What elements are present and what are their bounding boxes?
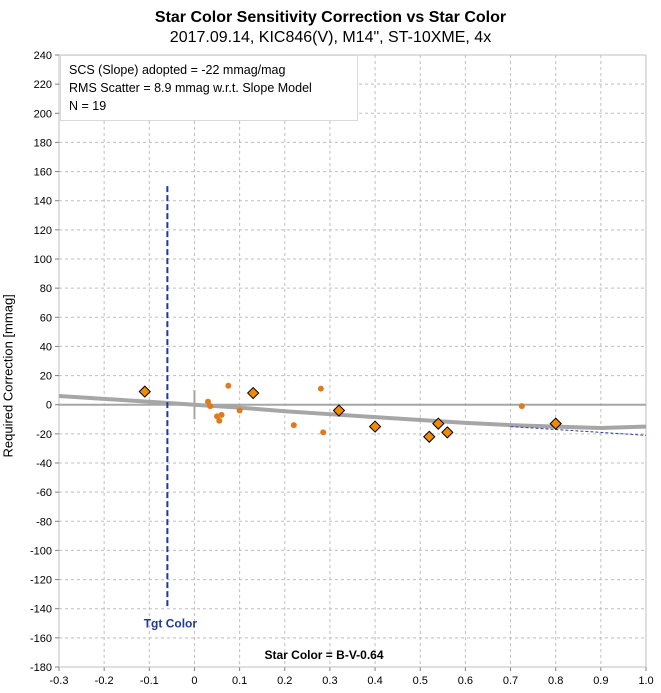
data-point-diamond <box>432 417 445 430</box>
x-tick-label: 0.5 <box>413 675 428 687</box>
x-tick-label: 1.0 <box>638 675 653 687</box>
y-tick-label: 200 <box>34 108 52 120</box>
data-point-dot <box>207 403 214 410</box>
y-tick-label: -180 <box>30 662 52 674</box>
data-point-dot <box>518 403 525 410</box>
x-tick-label: 0.3 <box>322 675 337 687</box>
data-point-diamond <box>332 404 346 417</box>
y-tick-label: -160 <box>30 633 52 645</box>
x-tick-label: 0.7 <box>503 675 518 687</box>
y-tick-label: 140 <box>34 196 52 208</box>
data-point-dot <box>216 417 223 424</box>
data-point-dot <box>225 382 232 389</box>
tgt-color-label: Tgt Color <box>144 617 198 631</box>
x-tick-label: 0.4 <box>367 675 382 687</box>
x-tick-label: -0.2 <box>95 675 114 687</box>
data-point-diamond <box>368 420 382 433</box>
data-point-diamond <box>441 426 454 439</box>
chart-subtitle: 2017.09.14, KIC846(V), M14", ST-10XME, 4… <box>169 29 492 46</box>
y-tick-label: 80 <box>40 283 52 295</box>
y-tick-label: 100 <box>34 254 52 266</box>
data-point-dot <box>320 429 327 436</box>
trend-dashed-line <box>510 426 647 436</box>
data-point-diamond <box>138 385 151 398</box>
y-tick-label: -120 <box>30 575 52 587</box>
data-point-dot <box>218 411 225 418</box>
x-tick-label: 0.2 <box>277 675 292 687</box>
y-tick-label: -140 <box>30 604 52 616</box>
data-point-dot <box>290 422 297 429</box>
info-slope: SCS (Slope) adopted = -22 mmag/mag <box>69 63 286 77</box>
y-tick-label: 60 <box>40 312 52 324</box>
data-point-diamond <box>423 430 436 443</box>
y-tick-label: 240 <box>34 50 52 62</box>
data-point-diamond <box>549 417 562 430</box>
info-box: SCS (Slope) adopted = -22 mmag/mag RMS S… <box>60 55 358 121</box>
y-tick-label: 180 <box>34 137 52 149</box>
y-tick-label: 40 <box>40 341 52 353</box>
y-tick-label: 20 <box>40 371 52 383</box>
x-tick-label: 0 <box>191 675 197 687</box>
model-curve <box>58 393 647 431</box>
y-tick-label: -80 <box>36 516 52 528</box>
info-n: N = 19 <box>69 99 107 113</box>
y-tick-label: 160 <box>34 167 52 179</box>
y-tick-label: -40 <box>36 458 52 470</box>
data-point-dot <box>236 407 243 414</box>
y-tick-label: -100 <box>30 545 52 557</box>
info-rms: RMS Scatter = 8.9 mmag w.r.t. Slope Mode… <box>69 81 312 95</box>
grid-lines <box>55 54 647 671</box>
tick-labels: -0.3 -0.2 -0.1 0 0.1 0.2 0.3 0.4 0.5 0.6 0.7 0.8 0.9… <box>30 50 654 687</box>
x-axis-label: Star Color = B-V-0.64 <box>264 648 383 662</box>
y-tick-label: 0 <box>46 400 52 412</box>
data-series <box>58 186 647 609</box>
data-point-dot <box>317 385 324 392</box>
y-tick-label: -60 <box>36 487 52 499</box>
x-tick-label: 0.8 <box>548 675 563 687</box>
x-tick-label: 0.9 <box>593 675 608 687</box>
y-tick-label: -20 <box>36 429 52 441</box>
chart-title: Star Color Sensitivity Correction vs Sta… <box>154 9 507 26</box>
x-tick-label: 0.1 <box>232 675 247 687</box>
y-tick-label: 220 <box>34 79 52 91</box>
x-tick-label: -0.1 <box>140 675 159 687</box>
data-point-diamond <box>246 386 260 400</box>
x-tick-label: -0.3 <box>50 675 69 687</box>
y-tick-label: 120 <box>34 225 52 237</box>
x-tick-label: 0.6 <box>458 675 473 687</box>
